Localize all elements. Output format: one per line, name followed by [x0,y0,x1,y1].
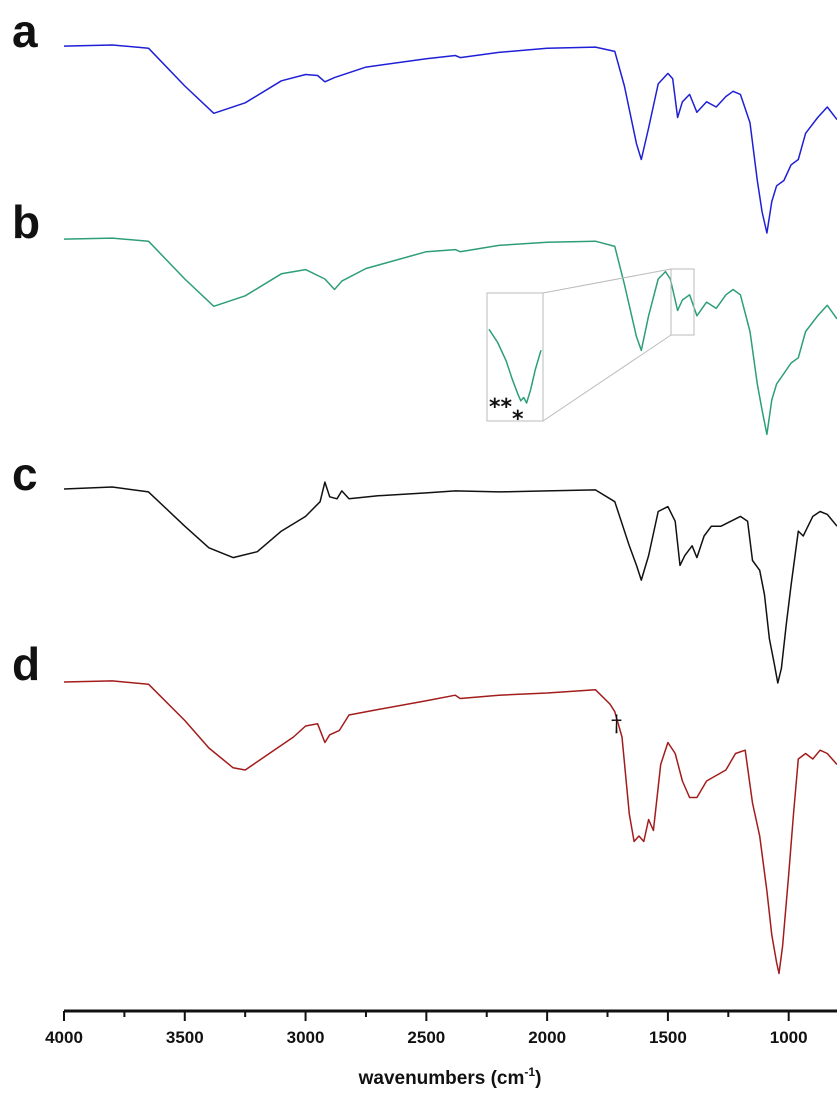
panel-label-d: d [12,638,40,690]
inset-annotation-double-star: ** [489,395,513,420]
x-axis-ticks: 4000 3500 3000 2500 2000 1500 1000 [45,1011,808,1047]
inset-annotation-single-star: * [512,407,524,432]
inset-source-box [670,268,695,336]
inset-frame [486,292,544,422]
x-tick-label: 2000 [528,1028,566,1047]
x-tick-label: 1000 [770,1028,808,1047]
x-tick-label: 1500 [649,1028,687,1047]
panel-label-a: a [12,5,38,57]
spectrum-panel-c: c [12,448,837,684]
spectrum-line-c [63,481,837,684]
inset-zoom: ** * [486,268,695,432]
spectrum-panel-a: a [12,5,837,234]
x-tick-label: 2500 [407,1028,445,1047]
spectra-panels: a b c d [12,5,837,975]
x-axis: 4000 3500 3000 2500 2000 1500 1000 wavenumbers… [45,1009,837,1089]
inset-connector-top [542,268,672,294]
spectrum-line-a [63,44,837,234]
x-tick-label: 4000 [45,1028,83,1047]
spectrum-panel-b: b [12,196,837,436]
inset-connector-bottom [542,334,672,422]
spectrum-panel-d: d [12,638,837,975]
annotation-dagger: † [611,712,622,737]
x-tick-label: 3500 [166,1028,204,1047]
x-tick-label: 3000 [287,1028,325,1047]
panel-label-c: c [12,448,38,500]
panel-label-b: b [12,196,40,248]
inset-spectrum-line [488,328,542,404]
spectrum-line-d [63,680,837,975]
x-axis-title: wavenumbers (cm-1) [358,1065,542,1089]
spectrum-line-b [63,237,837,436]
